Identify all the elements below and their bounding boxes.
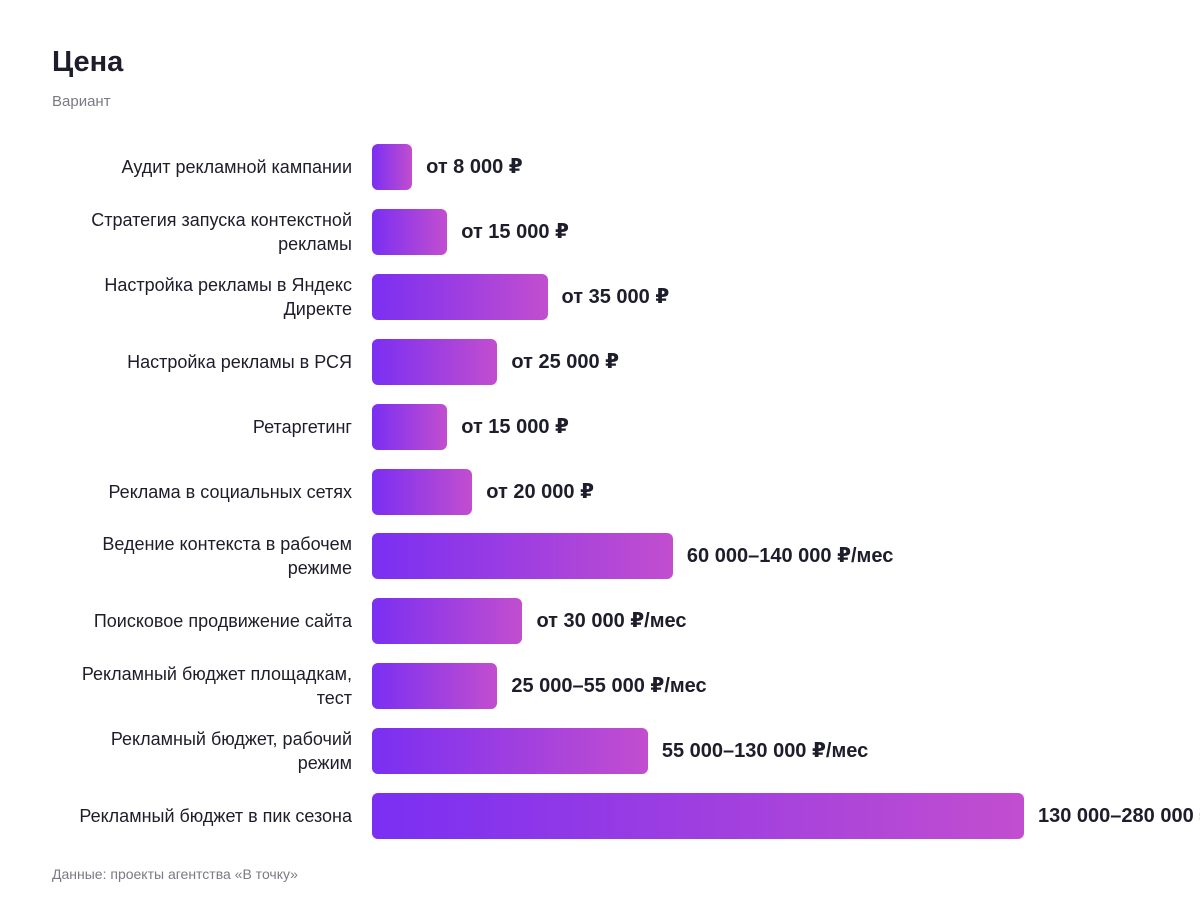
bar <box>372 338 498 385</box>
category-label: Аудит рекламной кампании <box>121 157 352 177</box>
value-label: 55 000–130 000 ₽/мес <box>661 740 869 763</box>
category-label: Настройка рекламы в Яндекс Директе <box>104 274 352 319</box>
bar <box>372 793 1024 839</box>
bar <box>372 598 523 645</box>
chart-subtitle: Вариант <box>52 93 111 110</box>
category-label: Стратегия запуска контекстной рекламы <box>91 209 352 254</box>
category-label: Ведение контекста в рабочем режиме <box>102 534 352 579</box>
value-label: 25 000–55 000 ₽/мес <box>511 675 707 698</box>
value-label: от 30 000 ₽/мес <box>536 610 687 633</box>
value-label: от 8 000 ₽ <box>426 156 523 178</box>
value-label: от 15 000 ₽ <box>461 415 569 438</box>
category-label: Настройка рекламы в РСЯ <box>127 351 352 372</box>
category-label: Рекламный бюджет, рабочий режим <box>110 729 352 774</box>
value-label: от 35 000 ₽ <box>561 285 670 308</box>
bar <box>372 468 473 515</box>
category-label: Рекламный бюджет в пик сезона <box>79 806 352 826</box>
value-label: 130 000–280 000 ₽/мес <box>1038 805 1200 827</box>
value-label: от 15 000 ₽ <box>461 220 569 243</box>
value-label: 60 000–140 000 ₽/мес <box>686 545 894 568</box>
category-label: Реклама в социальных сетях <box>108 481 352 502</box>
category-label: Ретаргетинг <box>252 416 352 437</box>
value-label: от 20 000 ₽ <box>486 480 595 503</box>
bar <box>372 208 448 255</box>
bar <box>372 533 673 580</box>
bar <box>372 144 413 190</box>
bar <box>372 403 448 450</box>
bar <box>372 728 648 775</box>
chart-title: Цена <box>52 46 124 78</box>
bar <box>372 273 548 320</box>
category-label: Рекламный бюджет площадкам, тест <box>81 664 352 709</box>
category-label: Поисковое продвижение сайта <box>93 611 352 632</box>
source-note: Данные: проекты агентства «В точку» <box>52 866 298 882</box>
value-label: от 25 000 ₽ <box>511 350 620 373</box>
bar <box>372 663 498 710</box>
